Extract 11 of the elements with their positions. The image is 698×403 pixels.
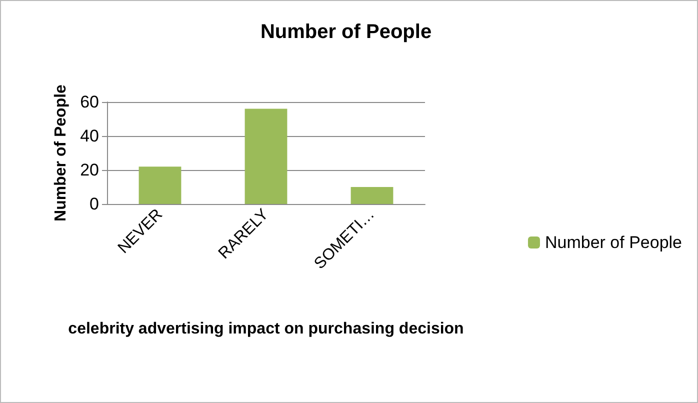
y-tick-label: 60 bbox=[80, 92, 99, 112]
chart-title: Number of People bbox=[260, 21, 432, 43]
bar bbox=[138, 166, 182, 204]
bar bbox=[350, 187, 394, 204]
y-tick-label: 40 bbox=[80, 126, 99, 146]
y-axis-title: Number of People bbox=[52, 84, 70, 222]
y-tick-label: 20 bbox=[80, 160, 99, 180]
bar bbox=[244, 108, 288, 204]
legend-label: Number of People bbox=[544, 233, 682, 252]
x-axis-title: celebrity advertising impact on purchasing decision bbox=[68, 320, 464, 338]
y-tick-label: 0 bbox=[90, 194, 99, 214]
